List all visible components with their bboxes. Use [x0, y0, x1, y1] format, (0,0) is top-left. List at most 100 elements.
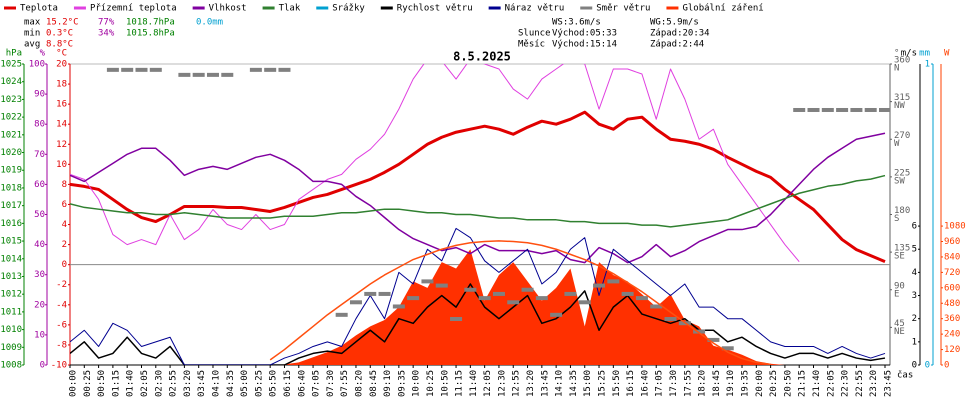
direction-mark: [450, 317, 463, 322]
x-tick-label: 10:00: [412, 370, 422, 397]
y-tick-label: 1016: [0, 219, 22, 229]
y-tick-label: 1: [925, 60, 930, 70]
area: [70, 249, 885, 365]
direction-mark: [635, 296, 648, 301]
x-tick-label: 14:10: [555, 370, 565, 397]
y-tick-label: 240: [944, 330, 960, 340]
direction-mark: [550, 312, 563, 317]
direction-mark: [492, 291, 505, 296]
direction-mark: [121, 67, 134, 72]
direction-mark: [650, 304, 663, 309]
x-tick-label: 19:10: [726, 370, 736, 397]
x-tick-label: 04:10: [211, 370, 221, 397]
y-tick-label: 1080: [944, 222, 966, 232]
compass-label: W: [894, 139, 900, 149]
x-tick-label: 02:30: [154, 370, 164, 397]
y-tick-label: 70: [34, 150, 45, 160]
x-tick-label: 14:35: [569, 370, 579, 397]
direction-mark: [221, 72, 234, 77]
y-tick-label: 1025: [0, 60, 22, 70]
x-tick-label: 12:55: [512, 370, 522, 397]
direction-mark: [206, 72, 219, 77]
direction-mark: [621, 291, 634, 296]
x-tick-label: 05:25: [254, 370, 264, 397]
y-tick-label: 1012: [0, 290, 22, 300]
y-tick-label: 1011: [0, 307, 22, 317]
y-tick-label: 100: [29, 60, 45, 70]
x-tick-label: 02:55: [169, 370, 179, 397]
y-tick-label: 1013: [0, 272, 22, 282]
x-tick-label: 12:05: [483, 370, 493, 397]
direction-mark: [278, 67, 291, 72]
y-tick-label: 20: [34, 300, 45, 310]
legend-label: Rychlost větru: [397, 4, 473, 14]
y-tick-label: 2: [62, 240, 67, 250]
y-tick-label: 4: [912, 268, 917, 278]
y-tick-label: 840: [944, 252, 960, 262]
y-tick-label: 6: [912, 222, 917, 232]
x-tick-label: 23:20: [869, 370, 879, 397]
x-tick-label: 03:45: [197, 370, 207, 397]
x-tick-label: 10:50: [440, 370, 450, 397]
y-tick-label: 225: [894, 168, 910, 178]
direction-mark: [135, 67, 148, 72]
y-tick-label: 14: [56, 120, 67, 130]
y-tick-label: 5: [912, 245, 917, 255]
axis-unit: m/s: [901, 49, 917, 59]
x-tick-label: 18:45: [712, 370, 722, 397]
y-tick-label: 360: [944, 314, 960, 324]
x-tick-label: 15:25: [598, 370, 608, 397]
direction-mark: [478, 296, 491, 301]
x-tick-label: 02:05: [140, 370, 150, 397]
y-tick-label: 360: [894, 56, 910, 66]
x-tick-label: 10:25: [426, 370, 436, 397]
direction-mark: [821, 107, 834, 112]
direction-mark: [578, 300, 591, 305]
y-tick-label: -10: [51, 361, 67, 371]
y-tick-label: 720: [944, 268, 960, 278]
stat-temp: 15.2°C: [46, 18, 79, 28]
direction-mark: [793, 107, 806, 112]
direction-mark: [664, 317, 677, 322]
x-tick-label: 08:45: [369, 370, 379, 397]
x-tick-label: 01:40: [126, 370, 136, 397]
y-tick-label: 270: [894, 131, 910, 141]
direction-mark: [693, 329, 706, 334]
y-tick-label: 1008: [0, 361, 22, 371]
y-tick-label: 315: [894, 93, 910, 103]
axis-unit: W: [944, 49, 950, 59]
axis-unit: mm: [919, 49, 930, 59]
direction-mark: [335, 312, 348, 317]
direction-mark: [607, 279, 620, 284]
direction-mark: [807, 107, 820, 112]
direction-mark: [149, 67, 162, 72]
direction-mark: [364, 291, 377, 296]
compass-label: NE: [894, 327, 905, 337]
compass-label: SW: [894, 176, 905, 186]
y-tick-label: 4: [62, 220, 67, 230]
y-tick-label: 1021: [0, 130, 22, 140]
line: [70, 64, 800, 262]
compass-label: S: [894, 214, 899, 224]
x-tick-label: 03:20: [183, 370, 193, 397]
x-tick-label: 18:20: [698, 370, 708, 397]
y-tick-label: 0: [912, 361, 917, 371]
x-tick-label: 19:35: [741, 370, 751, 397]
legend-label: Vlhkost: [209, 4, 247, 14]
y-tick-label: 1020: [0, 148, 22, 158]
direction-mark: [106, 67, 119, 72]
direction-mark: [349, 300, 362, 305]
x-tick-label: 11:15: [455, 370, 465, 397]
compass-label: NW: [894, 101, 905, 111]
x-tick-label: 22:30: [841, 370, 851, 397]
legend-label: Globální záření: [682, 4, 763, 14]
y-tick-label: 180: [894, 206, 910, 216]
direction-mark: [435, 283, 448, 288]
x-tick-label: 00:50: [97, 370, 107, 397]
y-tick-label: 50: [34, 210, 45, 220]
x-tick-label: 07:55: [340, 370, 350, 397]
y-tick-label: 0: [925, 361, 930, 371]
x-tick-label: 09:10: [383, 370, 393, 397]
x-tick-label: 21:15: [798, 370, 808, 397]
